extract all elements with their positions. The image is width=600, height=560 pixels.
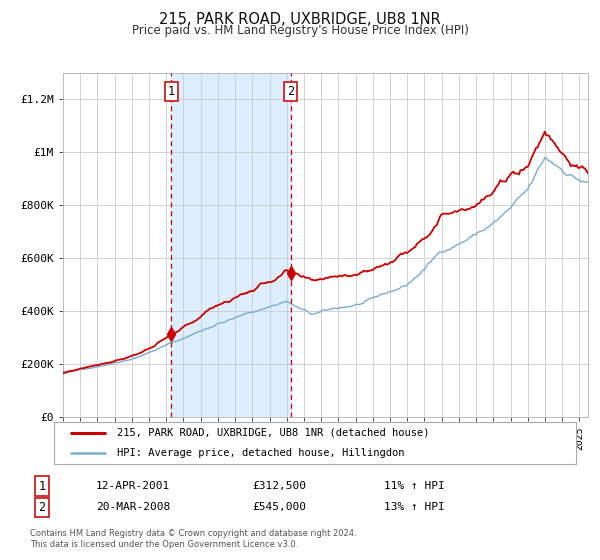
Text: £312,500: £312,500	[252, 481, 306, 491]
Bar	[171, 73, 290, 417]
Text: 12-APR-2001: 12-APR-2001	[96, 481, 170, 491]
Text: This data is licensed under the Open Government Licence v3.0.: This data is licensed under the Open Gov…	[30, 540, 298, 549]
Text: Price paid vs. HM Land Registry's House Price Index (HPI): Price paid vs. HM Land Registry's House …	[131, 24, 469, 36]
Text: 1: 1	[167, 85, 175, 98]
Text: £545,000: £545,000	[252, 502, 306, 512]
Text: 20-MAR-2008: 20-MAR-2008	[96, 502, 170, 512]
Text: Contains HM Land Registry data © Crown copyright and database right 2024.: Contains HM Land Registry data © Crown c…	[30, 529, 356, 538]
Text: 2: 2	[38, 501, 46, 514]
Text: 1: 1	[38, 479, 46, 493]
Text: 215, PARK ROAD, UXBRIDGE, UB8 1NR: 215, PARK ROAD, UXBRIDGE, UB8 1NR	[159, 12, 441, 27]
Text: 2: 2	[287, 85, 294, 98]
Text: 11% ↑ HPI: 11% ↑ HPI	[384, 481, 445, 491]
Text: 215, PARK ROAD, UXBRIDGE, UB8 1NR (detached house): 215, PARK ROAD, UXBRIDGE, UB8 1NR (detac…	[116, 428, 429, 437]
Text: 13% ↑ HPI: 13% ↑ HPI	[384, 502, 445, 512]
Text: HPI: Average price, detached house, Hillingdon: HPI: Average price, detached house, Hill…	[116, 448, 404, 458]
